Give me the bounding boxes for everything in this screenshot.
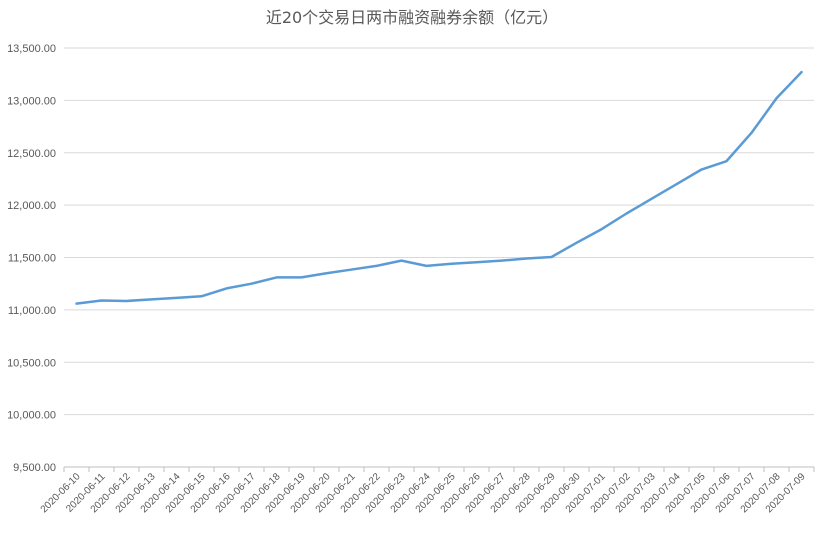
chart-title: 近20个交易日两市融资融券余额（亿元）: [266, 8, 558, 27]
y-axis: 9,500.00 10,000.00 10,500.00 11,000.00 11,50…: [7, 43, 56, 474]
x-axis: 2020-06-102020-06-112020-06-122020-06-13…: [39, 466, 815, 515]
y-tick-label: 12,000.00: [7, 200, 56, 212]
y-tick-label: 10,000.00: [7, 410, 56, 422]
y-tick-label: 11,000.00: [8, 305, 56, 317]
y-tick-label: 11,500.00: [8, 253, 56, 265]
y-tick-label: 13,000.00: [7, 95, 56, 107]
series-layer: [75, 70, 803, 305]
y-tick-label: 10,500.00: [7, 357, 56, 369]
gridlines: [64, 47, 814, 416]
y-tick-label: 13,500.00: [7, 43, 56, 55]
y-tick-label: 12,500.00: [7, 148, 56, 160]
series-line: [75, 70, 803, 305]
y-tick-label: 9,500.00: [13, 462, 56, 474]
